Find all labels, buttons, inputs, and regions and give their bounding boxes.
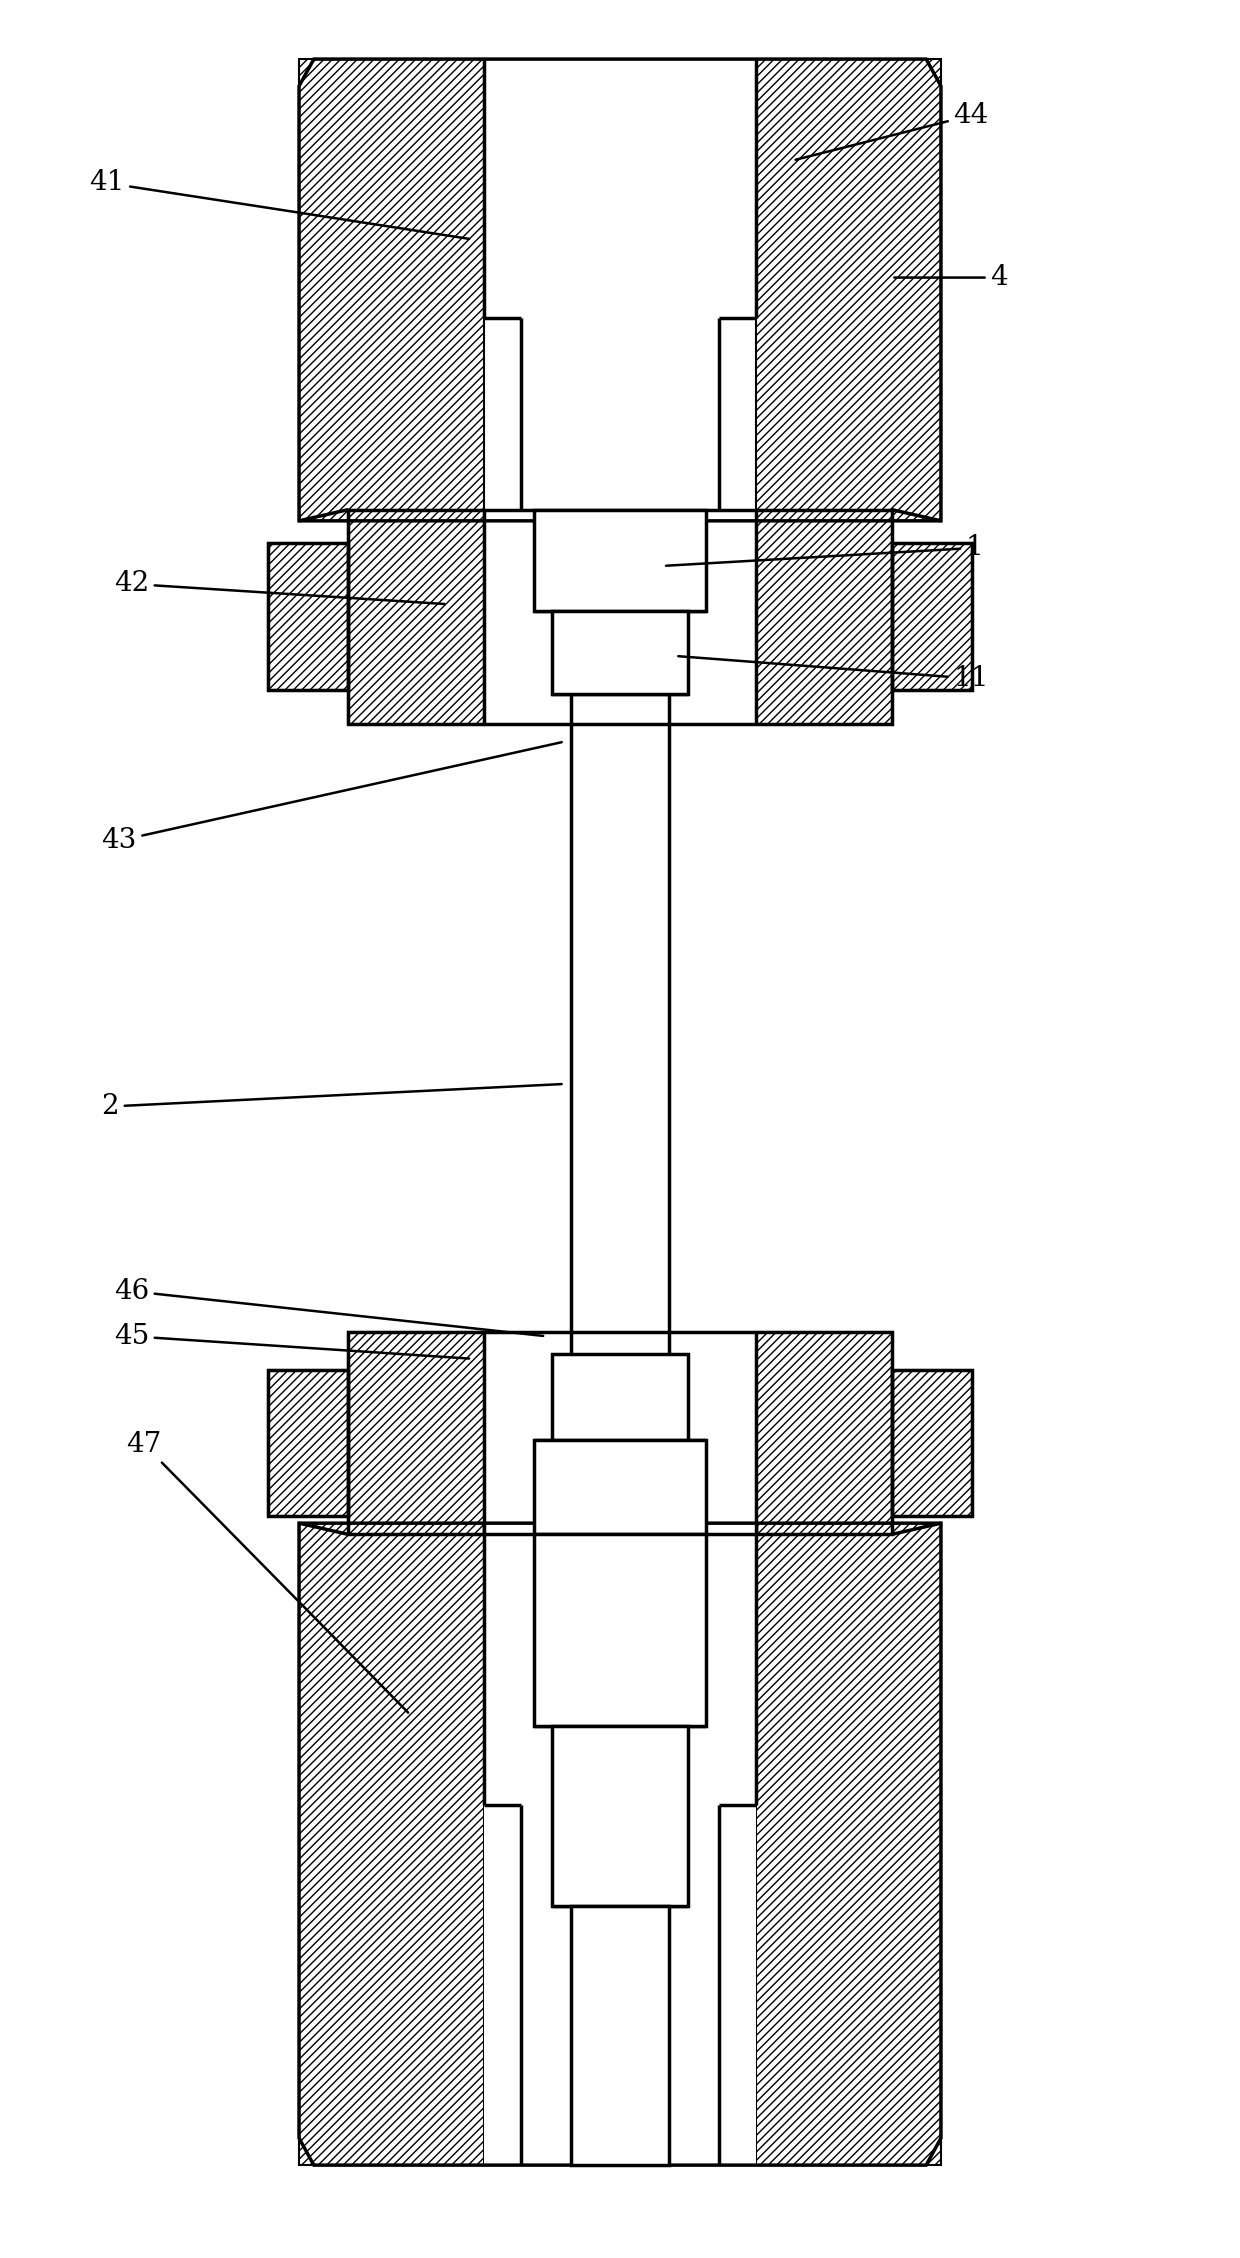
Text: 47: 47 [126,1432,408,1712]
Text: 2: 2 [102,1084,562,1120]
Bar [552,1355,688,1441]
Bar [533,1441,707,1535]
Bar [348,510,484,723]
Bar [570,1906,670,2165]
Bar [756,510,892,723]
Bar [756,59,941,522]
Bar [299,1524,484,2165]
Bar [348,510,892,723]
Bar [348,1332,892,1535]
Bar [533,510,707,612]
Bar [268,544,348,689]
Bar [484,59,756,318]
Text: 43: 43 [102,743,562,854]
Bar [268,1371,348,1517]
Bar [570,693,670,1490]
Text: 1: 1 [666,535,983,567]
Text: 46: 46 [114,1278,543,1337]
Bar [299,59,484,522]
Bar [892,544,972,689]
Text: 41: 41 [89,169,469,239]
Bar [268,544,348,689]
Text: 11: 11 [678,657,988,691]
Bar [484,1524,756,2165]
Bar [484,510,756,723]
Text: 45: 45 [114,1323,469,1359]
Bar [892,544,972,689]
Bar [892,1371,972,1517]
Bar [552,612,688,693]
Bar [892,1371,972,1517]
Bar [756,1524,941,2165]
Text: 4: 4 [894,264,1008,291]
Bar [756,1332,892,1535]
Bar [552,1725,688,1906]
Bar [484,1332,756,1535]
Text: 44: 44 [796,102,988,160]
Bar [521,318,719,522]
Bar [268,1371,348,1517]
Bar [533,1535,707,1725]
Bar [348,1332,484,1535]
Text: 42: 42 [114,571,444,603]
